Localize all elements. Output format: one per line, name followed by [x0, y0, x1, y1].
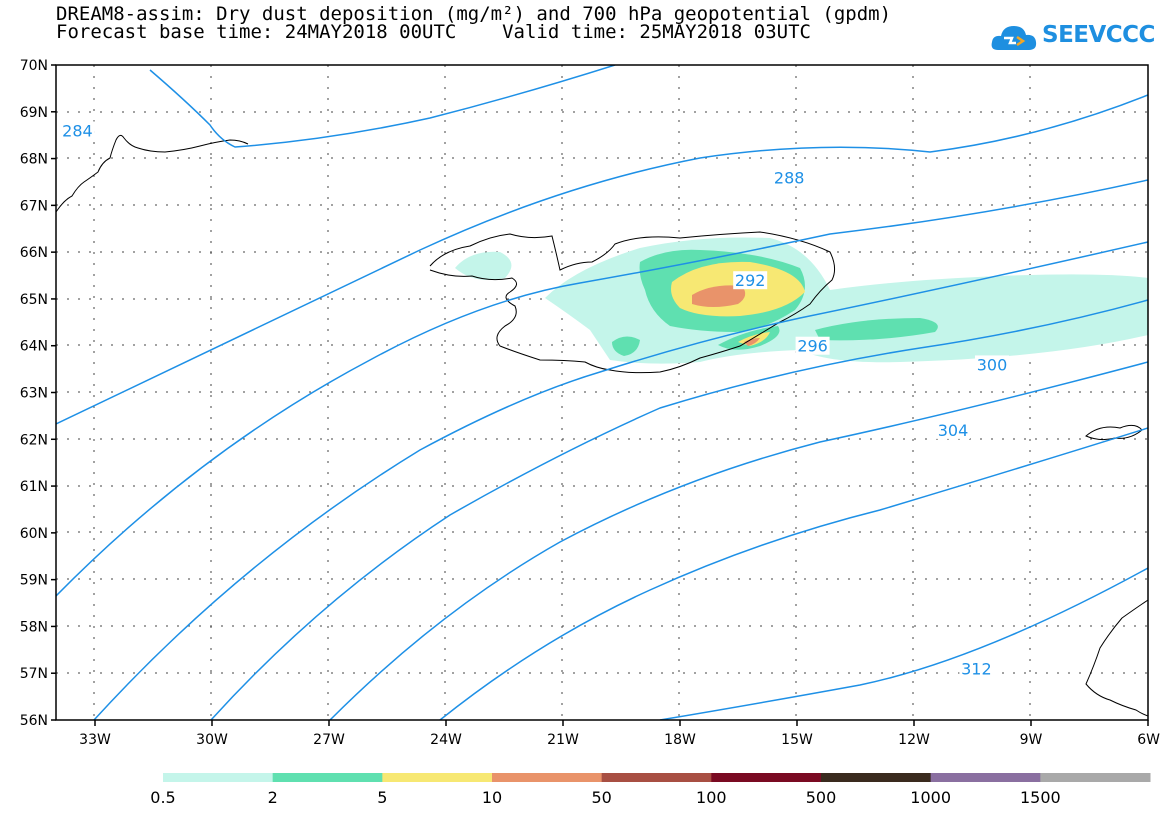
lon-tick-label: 24W: [430, 732, 462, 748]
contour-284: [149, 65, 616, 148]
axis-ticks: 33W 30W 27W 24W 21W 18W 15W 12W 9W 6W 56N 57N 58N 59N…: [20, 58, 1160, 748]
contour-288: [56, 94, 1148, 425]
contour-label-bg: [975, 355, 1009, 374]
contour-304: [329, 361, 1148, 720]
lat-tick-label: 61N: [20, 479, 48, 495]
lat-tick-label: 67N: [20, 198, 48, 214]
legend-swatch: [272, 773, 383, 782]
legend-label: 50: [591, 788, 611, 807]
lon-tick-label: 9W: [1020, 732, 1043, 748]
iceland-coast: [429, 231, 836, 374]
lat-tick-label: 64N: [20, 339, 48, 355]
lat-tick-label: 56N: [20, 713, 48, 729]
contour-labels: 284 288 292 296 300 304 30 312: [60, 121, 1175, 679]
legend-label: 1000: [910, 788, 951, 807]
dust-area-2-south: [612, 336, 640, 356]
lat-tick-label: 57N: [20, 666, 48, 682]
contour-label-bg: [959, 659, 994, 678]
lat-tick-label: 59N: [20, 573, 48, 589]
legend-swatch: [1040, 773, 1151, 782]
lat-tick-label: 62N: [20, 432, 48, 448]
contour-label: 304: [938, 421, 969, 440]
contour-label: 312: [961, 660, 992, 679]
dust-area-10-coast: [744, 338, 760, 346]
legend-label: 1500: [1020, 788, 1061, 807]
lon-tick-label: 30W: [196, 732, 228, 748]
contour-label: 288: [774, 168, 805, 187]
contour-label-bg: [936, 420, 970, 439]
scotland-coast: [1085, 599, 1148, 717]
title-line-1: DREAM8-assim: Dry dust deposition (mg/m²…: [56, 3, 892, 25]
lon-tick-label: 21W: [547, 732, 579, 748]
color-legend: 0.5 2 5 10 50 100 500 1000 1500: [150, 773, 1151, 807]
lat-tick-label: 65N: [20, 292, 48, 308]
coastlines: [56, 134, 1148, 717]
lon-tick-label: 27W: [313, 732, 345, 748]
legend-swatch: [711, 773, 822, 782]
lat-tick-label: 69N: [20, 105, 48, 121]
contour-label-bg: [1159, 435, 1175, 453]
contour-label: 30: [1161, 435, 1175, 454]
plot-frame: [55, 64, 1149, 721]
contour-label: 284: [62, 122, 93, 141]
lon-tick-label: 15W: [781, 732, 813, 748]
title-line-2: Forecast base time: 24MAY2018 00UTC Vali…: [56, 21, 811, 43]
greenland-coast: [56, 134, 249, 213]
legend-label: 5: [377, 788, 387, 807]
legend-label: 10: [482, 788, 502, 807]
legend-swatch: [821, 773, 932, 782]
contour-312: [659, 567, 1148, 720]
contour-label-bg: [733, 271, 768, 290]
legend-swatch: [492, 773, 603, 782]
contour-300: [210, 299, 1148, 720]
legend-swatch: [163, 773, 274, 782]
cloud-icon: [991, 26, 1037, 50]
lat-tick-label: 68N: [20, 152, 48, 168]
legend-label: 100: [696, 788, 727, 807]
legend-label: 0.5: [150, 788, 175, 807]
contour-label-bg: [795, 336, 830, 355]
legend-label: 500: [806, 788, 837, 807]
lat-tick-label: 63N: [20, 386, 48, 402]
contour-296: [93, 241, 1148, 720]
contour-label-bg: [772, 168, 807, 187]
logo-text: SEEVCCC: [1042, 22, 1155, 48]
geopotential-contours: [56, 65, 1148, 720]
legend-swatch: [601, 773, 712, 782]
contour-label-bg: [60, 121, 95, 140]
legend-label: 2: [268, 788, 278, 807]
lat-tick-label: 70N: [20, 58, 48, 74]
grid-lines: [56, 65, 1148, 720]
legend-swatch: [382, 773, 493, 782]
lon-tick-label: 18W: [664, 732, 696, 748]
lon-tick-label: 12W: [898, 732, 930, 748]
lat-tick-label: 60N: [20, 526, 48, 542]
contour-label: 292: [735, 271, 766, 290]
lon-tick-label: 33W: [79, 732, 111, 748]
lon-tick-label: 6W: [1137, 732, 1160, 748]
legend-swatch: [930, 773, 1041, 782]
contour-292: [56, 179, 1148, 597]
seevccc-logo: SEEVCCC: [990, 16, 1155, 56]
contour-308: [439, 427, 1148, 720]
lat-tick-label: 58N: [20, 619, 48, 635]
contour-label: 296: [797, 337, 828, 356]
lat-tick-label: 66N: [20, 245, 48, 261]
dust-area-2-east: [815, 318, 938, 341]
dust-area-0.5-west: [455, 251, 512, 281]
contour-label: 300: [977, 355, 1008, 374]
dust-area-10: [692, 285, 746, 307]
